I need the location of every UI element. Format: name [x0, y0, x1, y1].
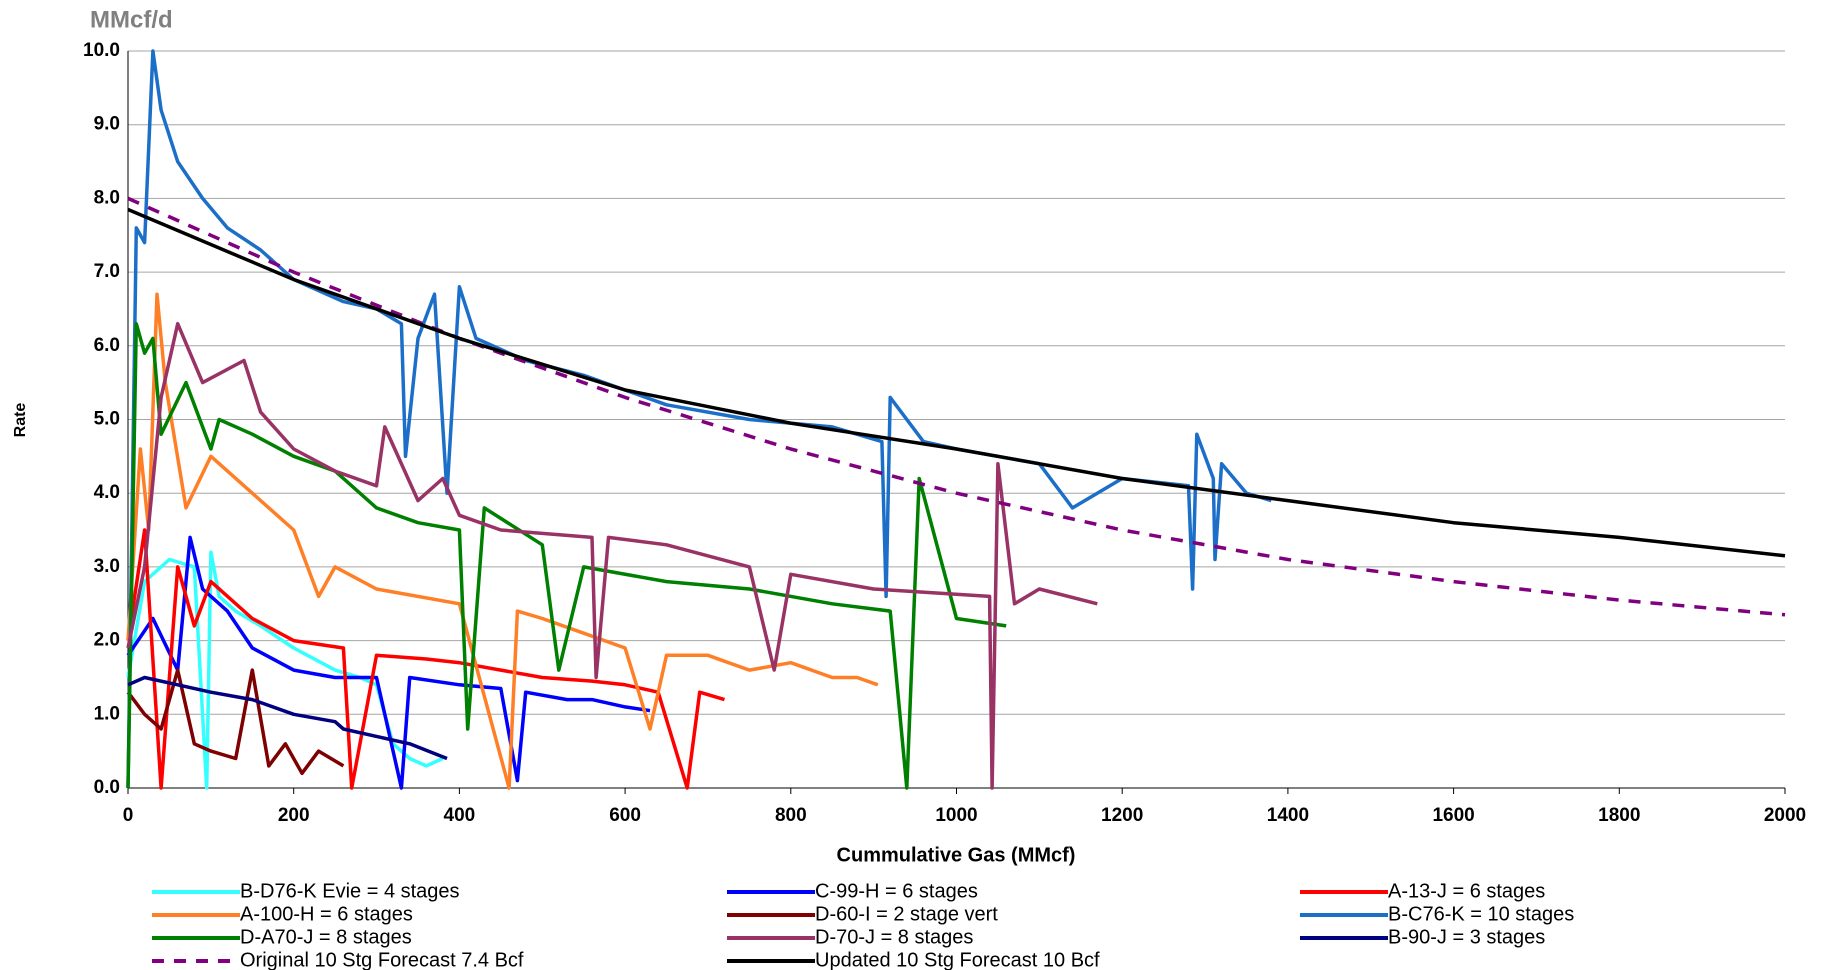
- y-tick-label: 7.0: [94, 261, 120, 282]
- y-tick-label: 0.0: [94, 777, 120, 798]
- y-tick-label: 5.0: [94, 409, 120, 430]
- series-line: [126, 668, 345, 776]
- legend-label: B-C76-K = 10 stages: [1388, 903, 1574, 925]
- y-tick-label: 8.0: [94, 187, 120, 208]
- x-tick-label: 1200: [1101, 805, 1143, 826]
- series-line: [127, 196, 1786, 617]
- y-tick-label: 2.0: [94, 630, 120, 651]
- series-line: [126, 321, 1098, 790]
- legend-label: Original 10 Stg Forecast 7.4 Bcf: [240, 949, 524, 970]
- series-line: [126, 528, 726, 790]
- y-tick-label: 6.0: [94, 335, 120, 356]
- legend-label: D-A70-J = 8 stages: [240, 926, 412, 948]
- x-tick-label: 1000: [935, 805, 977, 826]
- series-line: [126, 321, 1007, 790]
- x-tick-label: 1400: [1267, 805, 1309, 826]
- x-tick-label: 800: [775, 805, 807, 826]
- y-tick-label: 4.0: [94, 482, 120, 503]
- legend-label: C-99-H = 6 stages: [815, 880, 978, 902]
- legend-label: D-70-J = 8 stages: [815, 926, 973, 948]
- y-tick-label: 10.0: [83, 40, 120, 61]
- y-tick-label: 1.0: [94, 703, 120, 724]
- series-line: [126, 535, 651, 790]
- x-axis-label: Cummulative Gas (MMcf): [837, 844, 1076, 866]
- series-line: [127, 675, 448, 761]
- series-line: [127, 207, 1786, 558]
- x-tick-label: 400: [444, 805, 476, 826]
- x-tick-label: 1800: [1598, 805, 1640, 826]
- legend-label: B-90-J = 3 stages: [1388, 926, 1545, 948]
- legend-label: B-D76-K Evie = 4 stages: [240, 880, 460, 902]
- legend-label: Updated 10 Stg Forecast 10 Bcf: [815, 949, 1100, 970]
- legend-label: D-60-I = 2 stage vert: [815, 903, 998, 925]
- y-tick-label: 3.0: [94, 556, 120, 577]
- legend-label: A-13-J = 6 stages: [1388, 880, 1545, 902]
- x-tick-label: 1600: [1432, 805, 1474, 826]
- y-axis-label: Rate: [12, 403, 29, 438]
- x-tick-label: 600: [609, 805, 641, 826]
- legend-label: A-100-H = 6 stages: [240, 903, 413, 925]
- x-tick-label: 200: [278, 805, 310, 826]
- y-tick-label: 9.0: [94, 114, 120, 135]
- x-tick-label: 2000: [1764, 805, 1806, 826]
- unit-label: MMcf/d: [90, 6, 173, 33]
- series-line: [126, 292, 879, 790]
- x-tick-label: 0: [123, 805, 134, 826]
